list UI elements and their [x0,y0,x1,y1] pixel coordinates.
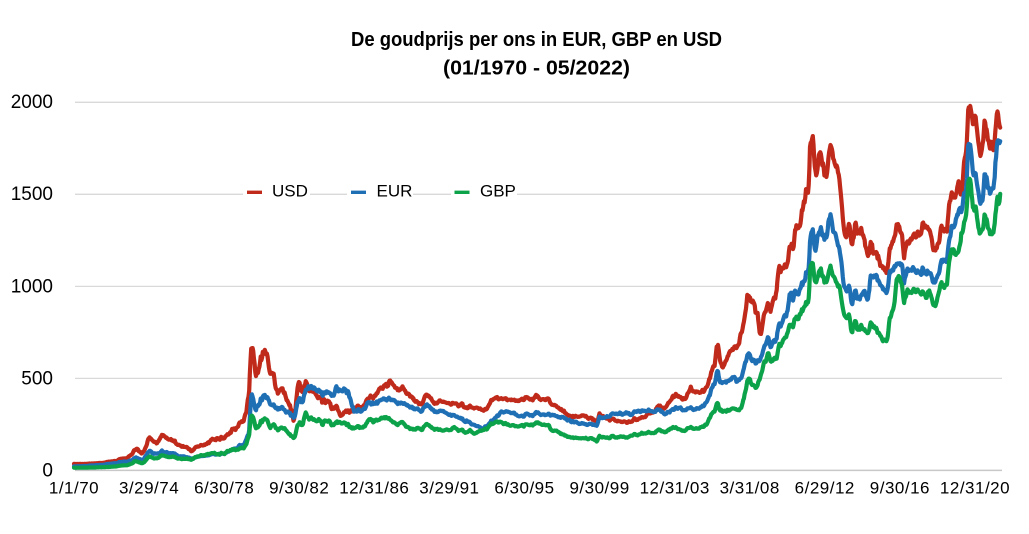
svg-text:9/30/16: 9/30/16 [870,479,930,498]
svg-text:500: 500 [21,368,53,389]
svg-text:1/1/70: 1/1/70 [49,479,99,498]
svg-text:3/29/74: 3/29/74 [119,479,179,498]
svg-text:GBP: GBP [480,182,516,201]
svg-text:6/30/95: 6/30/95 [494,479,554,498]
svg-text:1000: 1000 [11,276,53,297]
svg-text:3/31/08: 3/31/08 [720,479,780,498]
svg-text:2000: 2000 [11,92,53,113]
svg-text:USD: USD [272,182,308,201]
svg-text:12/31/03: 12/31/03 [640,479,710,498]
svg-text:12/31/20: 12/31/20 [940,479,1010,498]
svg-text:12/31/86: 12/31/86 [339,479,409,498]
svg-text:(01/1970 - 05/2022): (01/1970 - 05/2022) [443,58,630,80]
svg-text:9/30/99: 9/30/99 [569,479,629,498]
svg-text:EUR: EUR [377,182,413,201]
svg-text:6/29/12: 6/29/12 [795,479,855,498]
svg-text:De goudprijs per ons in EUR, G: De goudprijs per ons in EUR, GBP en USD [351,29,722,51]
svg-text:3/29/91: 3/29/91 [419,479,479,498]
svg-text:0: 0 [42,460,53,481]
svg-text:6/30/78: 6/30/78 [194,479,254,498]
svg-text:9/30/82: 9/30/82 [269,479,329,498]
svg-text:1500: 1500 [11,184,53,205]
